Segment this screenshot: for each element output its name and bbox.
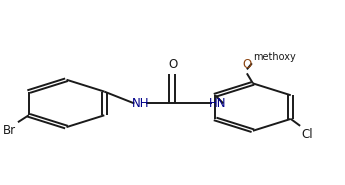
Text: methoxy: methoxy (254, 51, 296, 62)
Text: NH: NH (132, 97, 149, 110)
Text: O: O (168, 58, 177, 71)
Text: O: O (242, 58, 252, 71)
Text: HN: HN (209, 97, 226, 110)
Text: Cl: Cl (302, 128, 313, 141)
Text: Br: Br (3, 124, 16, 137)
